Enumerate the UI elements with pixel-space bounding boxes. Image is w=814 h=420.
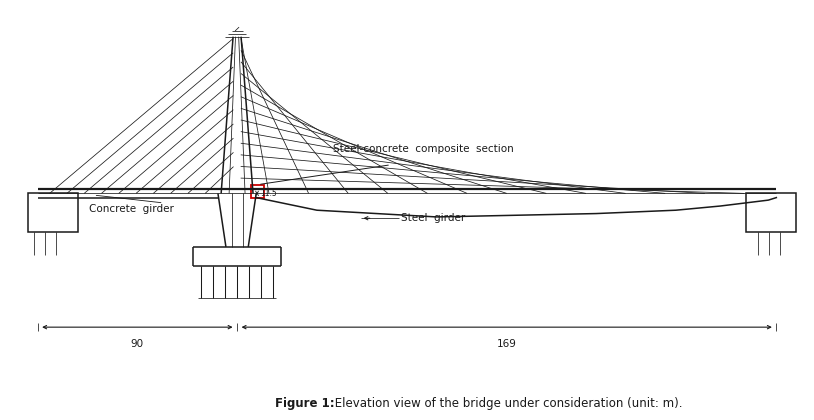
Text: 169: 169 — [497, 339, 517, 349]
Bar — [746, 193, 796, 231]
Text: Elevation view of the bridge under consideration (unit: m).: Elevation view of the bridge under consi… — [331, 396, 683, 410]
Text: Figure 1:: Figure 1: — [275, 396, 335, 410]
Text: 90: 90 — [131, 339, 144, 349]
Text: Steel  girder: Steel girder — [400, 213, 465, 223]
Bar — [28, 193, 77, 231]
Text: 11.5: 11.5 — [260, 189, 277, 198]
Text: Steel-concrete  composite  section: Steel-concrete composite section — [333, 144, 514, 155]
Text: Concrete  girder: Concrete girder — [90, 204, 174, 214]
Bar — [252, 185, 265, 198]
